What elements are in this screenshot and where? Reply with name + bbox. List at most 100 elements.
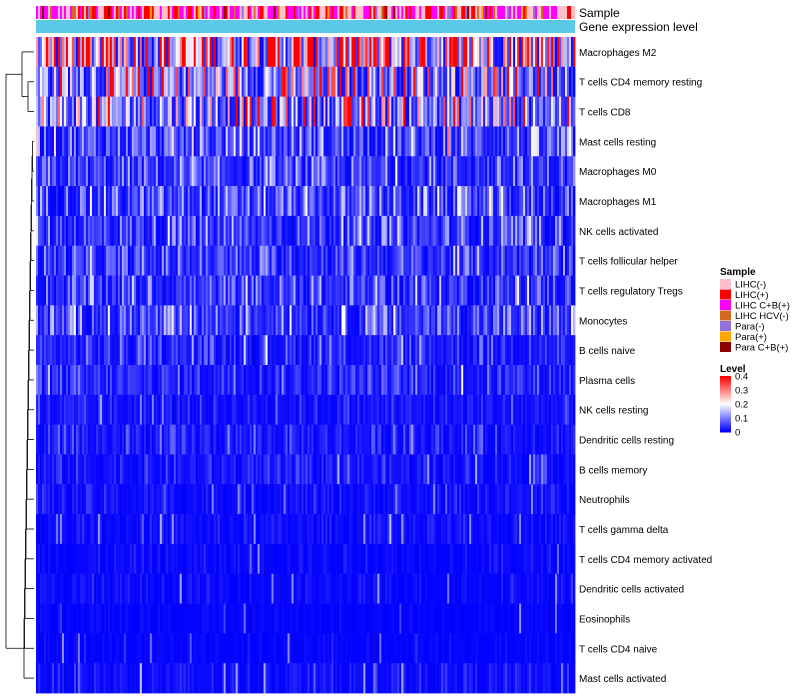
heatmap-cell [123,215,127,247]
heatmap-cell [411,394,414,426]
heatmap-cell [263,186,266,217]
sample-annotation-cell [239,6,243,19]
heatmap-cell [485,365,488,396]
heatmap-cell [545,156,548,187]
heatmap-cell [49,37,53,68]
heatmap-cell [311,335,314,366]
heatmap-cell [187,424,191,455]
heatmap-cell [89,66,93,98]
heatmap-cell [361,245,364,276]
heatmap-cell [233,335,237,366]
heatmap-cell [75,215,79,247]
heatmap-cell [211,37,215,68]
heatmap-cell [457,514,460,545]
heatmap-cell [363,37,366,68]
heatmap-cell [63,215,67,247]
heatmap-cell [183,335,187,366]
heatmap-cell [121,305,125,336]
heatmap-cell [55,186,59,217]
heatmap-cell [331,156,334,187]
heatmap-cell [535,514,538,545]
heatmap-cell [309,37,312,68]
heatmap-cell [73,37,77,68]
sample-annotation-cell [85,6,89,19]
heatmap-cell [141,305,145,336]
heatmap-cell [97,454,101,485]
heatmap-cell [479,156,482,187]
heatmap-cell [111,305,115,336]
heatmap-cell [373,156,376,187]
heatmap-cell [573,186,576,217]
heatmap-cell [231,394,235,426]
heatmap-cell [423,394,426,426]
heatmap-cell [143,424,147,455]
heatmap-cell [405,186,408,217]
heatmap-cell [507,335,510,366]
heatmap-cell [287,37,290,68]
heatmap-cell [285,365,288,396]
heatmap-cell [419,37,422,68]
heatmap-cell [423,156,426,187]
heatmap-cell [525,215,528,247]
heatmap-cell [189,186,193,217]
heatmap-cell [495,245,498,276]
heatmap-cell [541,394,544,426]
heatmap-cell [185,275,189,306]
heatmap-cell [75,514,79,545]
heatmap-cell [437,424,440,455]
heatmap-cell [523,186,526,217]
heatmap-cell [199,215,203,247]
heatmap-cell [545,215,548,247]
heatmap-cell [305,126,308,157]
heatmap-cell [89,245,93,276]
heatmap-cell [435,365,438,396]
heatmap-cell [147,394,151,426]
heatmap-cell [147,37,151,68]
heatmap-cell [523,424,526,455]
heatmap-cell [177,484,181,515]
heatmap-cell [509,365,512,396]
heatmap-cell [491,484,494,515]
heatmap-cell [541,484,544,515]
heatmap-cell [103,156,107,187]
heatmap-cell [165,66,169,98]
heatmap-cell [109,37,113,68]
heatmap-cell [105,543,109,575]
heatmap-cell [465,305,468,336]
heatmap-cell [497,245,500,276]
heatmap-cell [499,156,502,187]
heatmap-cell [489,514,492,545]
heatmap-cell [231,126,235,157]
heatmap-cell [457,365,460,396]
heatmap-cell [67,245,71,276]
heatmap-cell [235,215,239,247]
heatmap-cell [469,484,472,515]
heatmap-cell [487,245,490,276]
heatmap-cell [207,305,211,336]
heatmap-cell [475,394,478,426]
heatmap-cell [37,335,41,366]
heatmap-cell [339,186,342,217]
sample-annotation-cell [243,6,247,19]
heatmap-cell [527,215,530,247]
heatmap-cell [321,275,324,306]
heatmap-cell [143,37,147,68]
heatmap-cell [39,514,43,545]
heatmap-cell [121,424,125,455]
heatmap-cell [157,424,161,455]
heatmap-cell [469,66,472,98]
heatmap-cell [325,335,328,366]
heatmap-cell [79,275,83,306]
heatmap-cell [283,96,286,127]
heatmap-cell [143,245,147,276]
heatmap-cell [75,424,79,455]
heatmap-cell [345,424,348,455]
heatmap-cell [171,37,175,68]
heatmap-cell [243,335,247,366]
heatmap-cell [241,96,245,127]
heatmap-cell [67,96,71,127]
heatmap-cell [469,186,472,217]
heatmap-cell [151,215,155,247]
heatmap-cell [301,305,304,336]
heatmap-cell [307,186,310,217]
